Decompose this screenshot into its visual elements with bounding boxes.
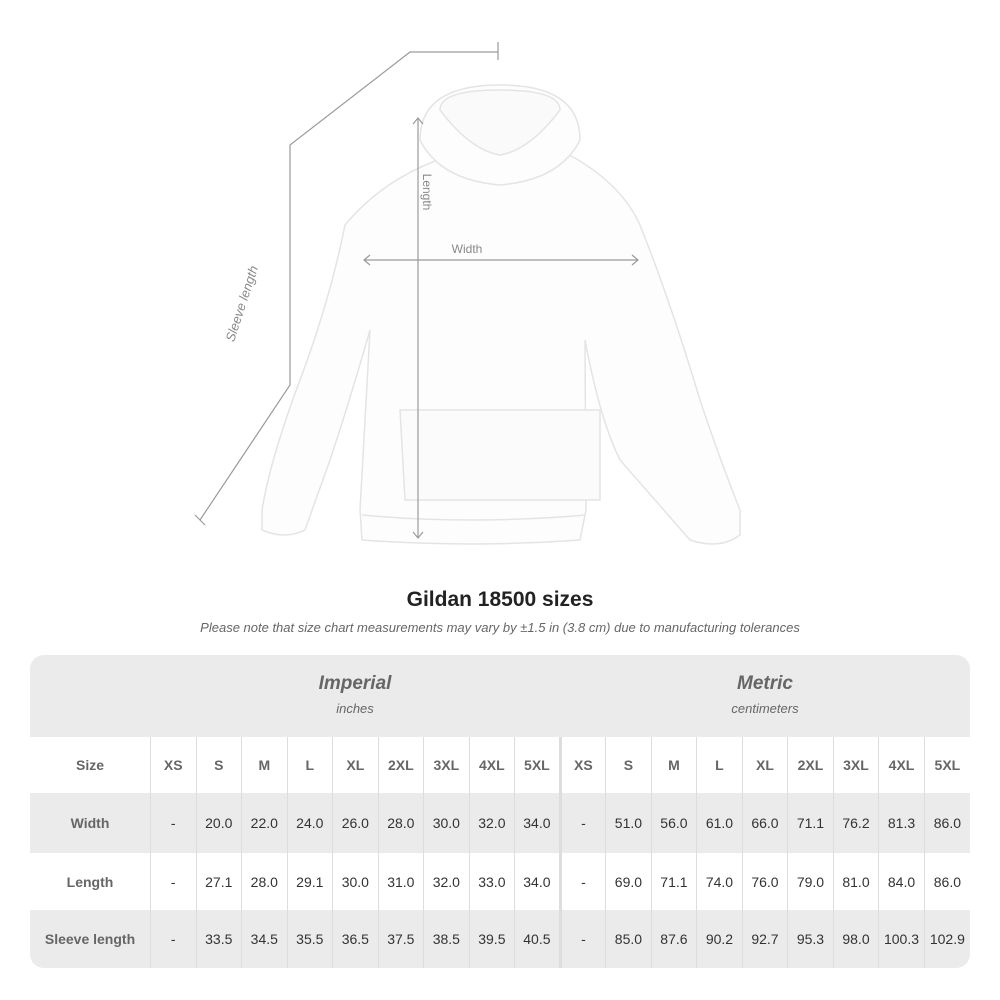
metric-value: 102.9 bbox=[923, 910, 970, 968]
metric-value: 79.0 bbox=[787, 853, 834, 910]
imperial-size-XL: XL bbox=[332, 737, 379, 793]
metric-size-4XL: 4XL bbox=[878, 737, 925, 793]
metric-value: 61.0 bbox=[696, 793, 743, 853]
imperial-size-3XL: 3XL bbox=[423, 737, 470, 793]
metric-value: 56.0 bbox=[650, 793, 697, 853]
imperial-value: 28.0 bbox=[377, 793, 424, 853]
metric-value: 90.2 bbox=[696, 910, 743, 968]
imperial-label: Imperial bbox=[318, 673, 392, 694]
imperial-value: - bbox=[150, 793, 197, 853]
imperial-value: 32.0 bbox=[423, 853, 470, 910]
imperial-value: 34.0 bbox=[514, 793, 561, 853]
size-chart-table: Imperial inches Metric centimeters Size X… bbox=[30, 655, 970, 968]
imperial-value: 20.0 bbox=[195, 793, 242, 853]
metric-value: 87.6 bbox=[650, 910, 697, 968]
metric-value: 66.0 bbox=[741, 793, 788, 853]
imperial-value: 33.0 bbox=[468, 853, 515, 910]
row-label: Width bbox=[70, 815, 110, 831]
imperial-value: 28.0 bbox=[241, 853, 288, 910]
imperial-value: 39.5 bbox=[468, 910, 515, 968]
imperial-value: 37.5 bbox=[377, 910, 424, 968]
metric-value: 81.3 bbox=[878, 793, 925, 853]
imperial-size-M: M bbox=[241, 737, 288, 793]
metric-value: 85.0 bbox=[605, 910, 652, 968]
metric-size-XS: XS bbox=[558, 737, 606, 793]
metric-size-3XL: 3XL bbox=[832, 737, 879, 793]
imperial-value: 26.0 bbox=[332, 793, 379, 853]
sleeve-length-label: Sleeve length bbox=[222, 264, 261, 344]
imperial-size-XS: XS bbox=[150, 737, 197, 793]
metric-value: 95.3 bbox=[787, 910, 834, 968]
width-label: Width bbox=[452, 242, 483, 256]
metric-header: Metric centimeters bbox=[560, 655, 970, 737]
imperial-value: 40.5 bbox=[514, 910, 561, 968]
imperial-value: 34.0 bbox=[514, 853, 561, 910]
metric-value: 81.0 bbox=[832, 853, 879, 910]
imperial-size-2XL: 2XL bbox=[377, 737, 424, 793]
row-label: Sleeve length bbox=[44, 931, 136, 947]
metric-value: 74.0 bbox=[696, 853, 743, 910]
metric-value: 76.0 bbox=[741, 853, 788, 910]
table-row: Length -27.1 28.0 29.1 30.0 31.0 32.0 33.0 34.0-… bbox=[30, 853, 970, 910]
hoodie-measurement-diagram: Length Width Sleeve length bbox=[194, 42, 741, 545]
imperial-header: Imperial inches bbox=[150, 655, 560, 737]
metric-value: 71.1 bbox=[787, 793, 834, 853]
imperial-value: - bbox=[150, 910, 197, 968]
metric-value: - bbox=[558, 910, 606, 968]
imperial-value: 34.5 bbox=[241, 910, 288, 968]
metric-value: 71.1 bbox=[650, 853, 697, 910]
imperial-value: 32.0 bbox=[468, 793, 515, 853]
measurement-lines bbox=[194, 42, 639, 539]
metric-value: 69.0 bbox=[605, 853, 652, 910]
table-row: Width -20.0 22.0 24.0 26.0 28.0 30.0 32.0 34.0-5… bbox=[30, 793, 970, 853]
metric-unit: centimeters bbox=[731, 701, 799, 716]
imperial-value: 30.0 bbox=[423, 793, 470, 853]
imperial-value: 38.5 bbox=[423, 910, 470, 968]
imperial-size-L: L bbox=[286, 737, 333, 793]
imperial-value: 36.5 bbox=[332, 910, 379, 968]
imperial-value: 31.0 bbox=[377, 853, 424, 910]
imperial-value: 29.1 bbox=[286, 853, 333, 910]
metric-value: - bbox=[558, 853, 606, 910]
imperial-value: 35.5 bbox=[286, 910, 333, 968]
chart-title: Gildan 18500 sizes bbox=[406, 588, 594, 611]
imperial-value: 24.0 bbox=[286, 793, 333, 853]
imperial-size-5XL: 5XL bbox=[514, 737, 561, 793]
length-label: Length bbox=[420, 174, 434, 211]
size-table: Size XS S M L XL 2XL 3XL 4XL 5XL XS S M L XL 2XL 3XL 4XL 5… bbox=[30, 737, 970, 968]
imperial-size-4XL: 4XL bbox=[468, 737, 515, 793]
table-header-row: Size XS S M L XL 2XL 3XL 4XL 5XL XS S M L XL 2XL 3XL 4XL 5… bbox=[30, 737, 970, 793]
imperial-value: 27.1 bbox=[195, 853, 242, 910]
metric-value: 51.0 bbox=[605, 793, 652, 853]
metric-value: - bbox=[558, 793, 606, 853]
metric-value: 92.7 bbox=[741, 910, 788, 968]
metric-size-S: S bbox=[605, 737, 652, 793]
metric-value: 84.0 bbox=[878, 853, 925, 910]
imperial-unit: inches bbox=[336, 701, 374, 716]
row-label: Length bbox=[66, 873, 114, 890]
metric-value: 86.0 bbox=[923, 853, 970, 910]
imperial-value: 22.0 bbox=[241, 793, 288, 853]
size-header: Size bbox=[75, 757, 104, 773]
metric-value: 98.0 bbox=[832, 910, 879, 968]
hoodie-image bbox=[261, 84, 741, 545]
metric-value: 76.2 bbox=[832, 793, 879, 853]
metric-size-XL: XL bbox=[741, 737, 788, 793]
table-row: Sleeve length -33.5 34.5 35.5 36.5 37.5 38.5 39… bbox=[30, 910, 970, 968]
imperial-value: 30.0 bbox=[332, 853, 379, 910]
metric-value: 86.0 bbox=[923, 793, 970, 853]
imperial-size-S: S bbox=[195, 737, 242, 793]
metric-size-M: M bbox=[650, 737, 697, 793]
metric-label: Metric bbox=[737, 673, 793, 694]
metric-size-2XL: 2XL bbox=[787, 737, 834, 793]
metric-size-L: L bbox=[696, 737, 743, 793]
metric-size-5XL: 5XL bbox=[923, 737, 970, 793]
tolerance-note: Please note that size chart measurements… bbox=[200, 620, 800, 635]
imperial-value: 33.5 bbox=[195, 910, 242, 968]
metric-value: 100.3 bbox=[878, 910, 925, 968]
imperial-value: - bbox=[150, 853, 197, 910]
